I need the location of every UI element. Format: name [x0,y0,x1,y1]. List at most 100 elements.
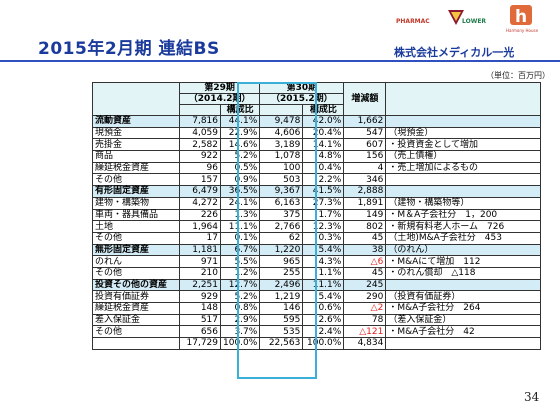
row-ratio-30: 14.1% [302,138,345,152]
row-note: ・M&Aにて増加 112 [385,255,542,268]
row-change: 78 [343,313,387,327]
row-note: ・M＆A子会社分 1，200 [385,208,542,222]
table-row: 繰延税金資産 148 0.8% 146 0.6% △2 ・M&A子会社分 264 [92,302,542,315]
harmony-house-logo-text: Harmony House [506,28,539,33]
row-label: その他 [92,173,180,187]
row-label: 投資その他の資産 [92,278,180,292]
table-section-row: 投資その他の資産 2,251 12.7% 2,496 11.1% 245 [92,278,542,292]
table-row: 車両・器具備品 226 1.3% 375 1.7% 149 ・M＆A子会社分 1，200 [92,208,542,222]
row-note: ・売上増加によるもの [385,161,542,175]
row-label: 投資有価証券 [92,290,180,303]
row-ratio-30: 0.6% [302,302,345,315]
row-change: 290 [343,290,387,303]
row-note [385,115,542,128]
row-note [385,337,542,350]
row-label: その他 [92,325,180,339]
table-section-row: 無形固定資産 1,181 6.7% 1,220 5.4% 38 （のれん） [92,243,542,257]
row-value-30: 2,766 [259,220,304,233]
row-ratio-30: 4.3% [302,255,345,268]
header-blank-29 [179,104,221,116]
table-row: 差入保証金 517 2.9% 595 2.6% 78 （差入保証金） [92,313,542,327]
row-ratio-30: 2.4% [302,325,345,339]
row-note: ・M&A子会社分 264 [385,302,542,315]
row-ratio-29: 6.7% [219,243,261,257]
row-ratio-30: 4.8% [302,150,345,163]
header-divider [0,60,560,62]
row-ratio-29: 2.9% [219,313,261,327]
row-value-30: 4,606 [259,126,304,140]
row-value-30: 1,220 [259,243,304,257]
row-ratio-30: 100.0% [302,337,345,350]
row-note [385,173,542,187]
row-value-30: 375 [259,208,304,222]
row-note: （のれん） [385,243,542,257]
row-ratio-29: 5.5% [219,255,261,268]
row-value-29: 7,816 [179,115,221,128]
table-row: のれん 971 5.5% 965 4.3% △6 ・M&Aにて増加 112 [92,255,542,268]
table-row: 現預金 4,059 22.9% 4,606 20.4% 547 （現預金） [92,126,542,140]
row-value-29: 157 [179,173,221,187]
row-value-29: 922 [179,150,221,163]
row-label: その他 [92,231,180,245]
row-label: のれん [92,255,180,268]
row-value-30: 965 [259,255,304,268]
row-label: 有形固定資産 [92,185,180,198]
row-ratio-29: 24.1% [219,196,261,210]
row-ratio-30: 1.1% [302,266,345,280]
row-value-29: 210 [179,266,221,280]
row-ratio-29: 3.7% [219,325,261,339]
row-change: △6 [343,255,387,268]
header-period30-date: （2015.2期） [259,93,345,105]
row-value-30: 1,078 [259,150,304,163]
row-value-29: 2,582 [179,138,221,152]
row-note: （土地)M&A子会社分 453 [385,231,542,245]
row-change: 4 [343,161,387,175]
row-label: 車両・器具備品 [92,208,180,222]
header-note-blank [385,82,542,116]
header-ratio-30: 構成比 [302,104,345,116]
table-section-row: 流動資産 7,816 44.1% 9,478 42.0% 1,662 [92,115,542,128]
row-label: 無形固定資産 [92,243,180,257]
row-change: 2,888 [343,185,387,198]
table-header-row: 第29期 第30期 増減額 [92,82,542,116]
row-value-29: 96 [179,161,221,175]
row-label: 繰延税金資産 [92,161,180,175]
row-note [385,185,542,198]
harmony-house-logo-icon: h [510,5,532,26]
balance-sheet-table: 第29期 第30期 増減額 （2014.2期） （2015.2期） 構成比 構成… [92,82,542,350]
table-row: その他 656 3.7% 535 2.4% △121 ・M&A子会社分 42 [92,325,542,339]
row-value-29: 17,729 [179,337,221,350]
row-value-30: 22,563 [259,337,304,350]
table-row: その他 157 0.9% 503 2.2% 346 [92,173,542,187]
row-value-30: 1,219 [259,290,304,303]
row-value-29: 517 [179,313,221,327]
row-ratio-29: 0.8% [219,302,261,315]
row-value-29: 4,059 [179,126,221,140]
row-ratio-30: 20.4% [302,126,345,140]
header-ratio-29: 構成比 [219,104,261,116]
row-change: △121 [343,325,387,339]
row-note: ・のれん償却 △118 [385,266,542,280]
row-value-30: 6,163 [259,196,304,210]
row-change: 156 [343,150,387,163]
row-value-29: 929 [179,290,221,303]
row-value-29: 6,479 [179,185,221,198]
row-note: （差入保証金） [385,313,542,327]
row-ratio-30: 41.5% [302,185,345,198]
row-ratio-30: 2.6% [302,313,345,327]
row-ratio-29: 1.2% [219,266,261,280]
row-ratio-29: 100.0% [219,337,261,350]
table-row: 17,729 100.0% 22,563 100.0% 4,834 [92,337,542,350]
row-change: 802 [343,220,387,233]
row-value-30: 146 [259,302,304,315]
row-change: 607 [343,138,387,152]
row-change: 1,662 [343,115,387,128]
row-ratio-30: 27.3% [302,196,345,210]
page-number: 34 [524,390,540,404]
row-change: 45 [343,266,387,280]
table-header-ratio-row: 構成比 構成比 [93,104,541,116]
table-row: その他 17 0.1% 62 0.3% 45 （土地)M&A子会社分 453 [92,231,542,245]
row-ratio-30: 0.4% [302,161,345,175]
row-note: （投資有価証券） [385,290,542,303]
header-period29-date: （2014.2期） [178,93,261,105]
